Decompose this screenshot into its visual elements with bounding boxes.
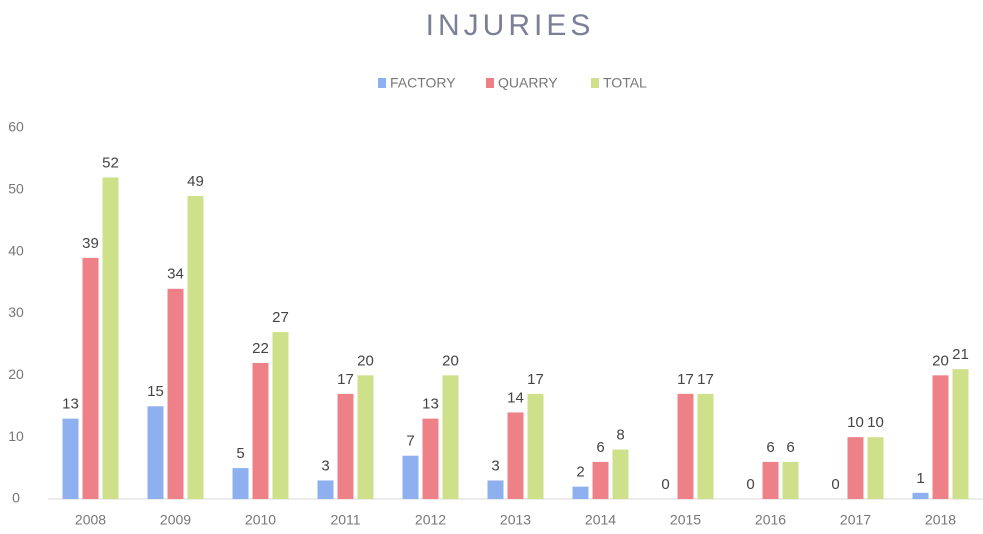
x-tick-label: 2016 [755, 512, 786, 528]
y-tick-label: 20 [8, 366, 24, 382]
bar [232, 468, 249, 499]
value-label: 6 [766, 439, 774, 456]
bar [487, 480, 504, 499]
bar [357, 375, 374, 499]
bar [527, 393, 544, 499]
bar [317, 480, 334, 499]
y-tick-label: 10 [8, 428, 24, 444]
bar [932, 375, 949, 499]
x-tick-label: 2013 [500, 512, 531, 528]
legend-label: QUARRY [498, 75, 558, 91]
value-label: 3 [321, 457, 329, 474]
value-label: 10 [867, 414, 884, 431]
bar [847, 437, 864, 499]
value-label: 22 [252, 340, 269, 357]
x-tick-label: 2012 [415, 512, 446, 528]
value-label: 2 [576, 464, 584, 481]
value-label: 20 [442, 352, 459, 369]
bar [187, 196, 204, 499]
legend-swatch [486, 78, 494, 88]
value-label: 13 [62, 396, 79, 413]
value-label: 0 [746, 476, 754, 493]
bar [62, 418, 79, 499]
value-label: 15 [147, 383, 164, 400]
value-label: 0 [831, 476, 839, 493]
bar [912, 492, 929, 499]
bar [272, 332, 289, 499]
value-label: 39 [82, 235, 99, 252]
bar [167, 288, 184, 499]
bar [592, 461, 609, 499]
value-label: 3 [491, 457, 499, 474]
bar [82, 257, 99, 499]
bar [612, 449, 629, 499]
x-tick-label: 2018 [925, 512, 956, 528]
value-label: 17 [527, 371, 544, 388]
bar [677, 393, 694, 499]
bar [337, 393, 354, 499]
y-tick-label: 40 [8, 242, 24, 258]
y-tick-label: 50 [8, 181, 24, 197]
value-label: 13 [422, 396, 439, 413]
value-label: 27 [272, 309, 289, 326]
y-tick-label: 0 [12, 490, 20, 506]
legend-label: FACTORY [390, 75, 456, 91]
bar [697, 393, 714, 499]
bar [572, 486, 589, 499]
bar [952, 369, 969, 499]
value-label: 17 [337, 371, 354, 388]
value-label: 20 [357, 352, 374, 369]
x-tick-label: 2009 [160, 512, 191, 528]
bar [102, 177, 119, 499]
bar [252, 362, 269, 499]
x-tick-label: 2014 [585, 512, 616, 528]
y-tick-label: 30 [8, 304, 24, 320]
value-label: 6 [596, 439, 604, 456]
x-tick-label: 2015 [670, 512, 701, 528]
value-label: 14 [507, 389, 524, 406]
value-label: 21 [952, 346, 969, 363]
value-label: 20 [932, 352, 949, 369]
legend-swatch [378, 78, 386, 88]
value-label: 1 [916, 470, 924, 487]
bar [507, 412, 524, 499]
bar [762, 461, 779, 499]
bar [422, 418, 439, 499]
x-tick-label: 2010 [245, 512, 276, 528]
value-label: 52 [102, 154, 119, 171]
legend-label: TOTAL [603, 75, 647, 91]
value-label: 6 [786, 439, 794, 456]
bar [442, 375, 459, 499]
bar [782, 461, 799, 499]
x-tick-label: 2017 [840, 512, 871, 528]
value-label: 8 [616, 427, 624, 444]
bar [147, 406, 164, 499]
bar [402, 455, 419, 499]
value-label: 10 [847, 414, 864, 431]
value-label: 5 [236, 445, 244, 462]
legend-swatch [591, 78, 599, 88]
x-tick-label: 2008 [75, 512, 106, 528]
bar [867, 437, 884, 499]
chart-title: INJURIES [426, 9, 595, 42]
value-label: 17 [697, 371, 714, 388]
value-label: 49 [187, 173, 204, 190]
value-label: 17 [677, 371, 694, 388]
value-label: 7 [406, 433, 414, 450]
value-label: 34 [167, 266, 184, 283]
x-tick-label: 2011 [330, 512, 360, 528]
y-tick-label: 60 [8, 119, 24, 135]
value-label: 0 [661, 476, 669, 493]
